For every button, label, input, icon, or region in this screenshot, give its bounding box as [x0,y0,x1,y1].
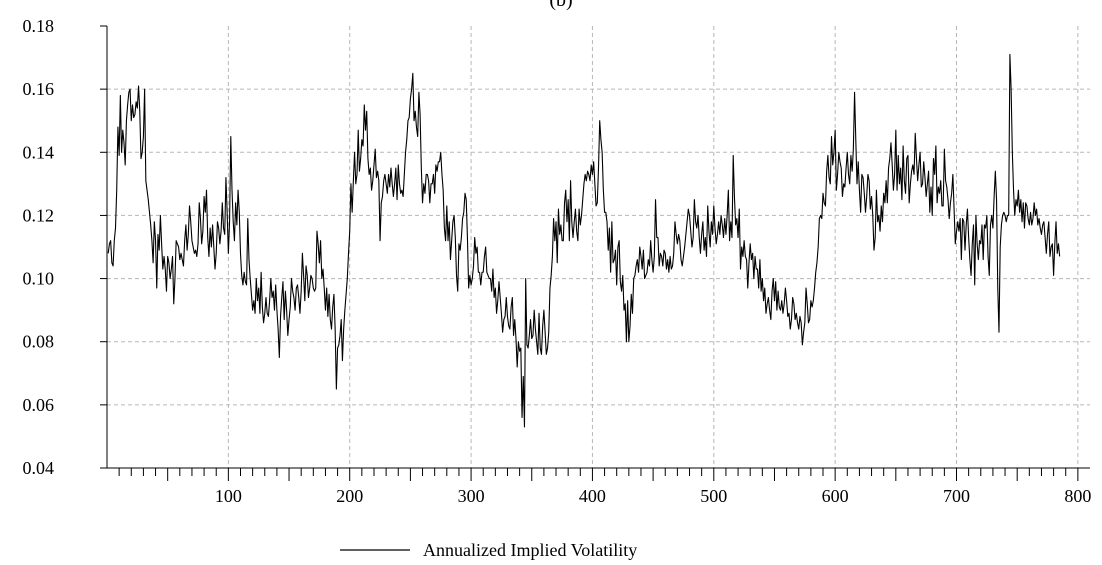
y-tick-label: 0.10 [23,269,55,289]
series-line [107,53,1061,428]
x-tick-label: 600 [822,486,849,506]
x-tick-label: 800 [1064,486,1091,506]
x-tick-label: 700 [943,486,970,506]
y-tick-label: 0.12 [23,205,55,225]
chart-title: (b) [549,0,572,11]
x-tick-label: 300 [458,486,485,506]
x-axis-ticks: 100 200 300 400 500 600 700 800 [118,468,1091,506]
y-axis-ticks: 0.04 0.06 0.08 0.10 0.12 0.14 0.16 0.18 [23,16,107,478]
x-tick-label: 500 [700,486,727,506]
legend-label: Annualized Implied Volatility [423,540,637,560]
y-tick-label: 0.14 [23,142,55,162]
x-tick-label: 100 [215,486,242,506]
y-tick-label: 0.06 [23,395,55,415]
series-layer [107,53,1061,428]
y-tick-label: 0.18 [23,16,55,36]
axes [106,26,1090,469]
y-tick-label: 0.04 [23,458,55,478]
x-tick-label: 200 [336,486,363,506]
legend: Annualized Implied Volatility [340,540,637,560]
grid [107,26,1090,468]
y-tick-label: 0.08 [23,332,55,352]
y-tick-label: 0.16 [23,79,55,99]
x-tick-label: 400 [579,486,606,506]
